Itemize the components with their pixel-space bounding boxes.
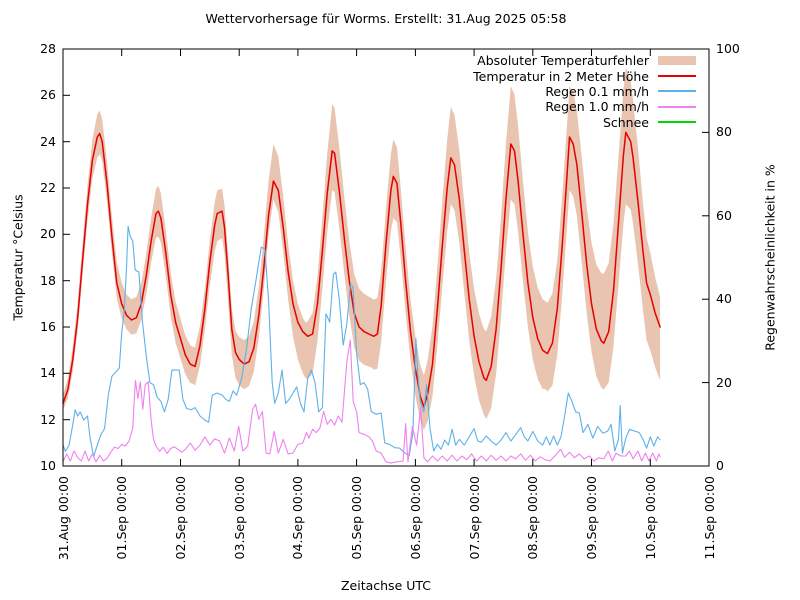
legend-item: Temperatur in 2 Meter Höhe xyxy=(473,68,696,84)
x-tick-label-text: 01.Sep 00:00 xyxy=(114,476,130,560)
plot-border xyxy=(62,48,710,467)
x-tick-label-text: 07.Sep 00:00 xyxy=(466,476,482,560)
legend-line-swatch xyxy=(658,105,696,108)
legend-item: Regen 1.0 mm/h xyxy=(473,99,696,114)
y-tick-label-left: 26 xyxy=(40,87,56,103)
legend-line-swatch xyxy=(658,121,696,124)
y-tick-label-left: 24 xyxy=(40,133,56,149)
legend-item: Regen 0.1 mm/h xyxy=(473,84,696,99)
y-tick-label-left: 20 xyxy=(40,226,56,242)
x-tick-label-text: 02.Sep 00:00 xyxy=(172,476,188,560)
legend-item-label: Temperatur in 2 Meter Höhe xyxy=(473,68,649,84)
x-tick-label-text: 10.Sep 00:00 xyxy=(642,476,658,560)
legend-item-label: Regen 0.1 mm/h xyxy=(545,83,649,99)
y-tick-label-left: 12 xyxy=(40,411,56,427)
y-tick-label-left: 16 xyxy=(40,319,56,334)
legend-item: Schnee xyxy=(473,115,696,130)
y-tick-label-right: 0 xyxy=(716,458,724,473)
y-tick-label-right: 60 xyxy=(716,207,732,223)
y-axis-label-right: Regenwahrscheinlichkeit in % xyxy=(762,164,778,351)
x-axis-label: Zeitachse UTC xyxy=(340,578,432,593)
legend-line-swatch xyxy=(658,75,696,78)
regen-0-1-mm-h-line xyxy=(62,225,661,458)
chart-title: Wettervorhersage für Worms. Erstellt: 31… xyxy=(205,11,567,26)
legend-item: Absoluter Temperaturfehler xyxy=(473,53,696,68)
legend-band-swatch xyxy=(658,56,696,66)
x-tick-label-text: 04.Sep 00:00 xyxy=(290,476,306,560)
y-tick-label-left: 10 xyxy=(40,458,56,473)
x-tick-label-text: 08.Sep 00:00 xyxy=(525,476,541,560)
temperature-error-band xyxy=(63,67,661,431)
x-tick-label-text: 09.Sep 00:00 xyxy=(584,476,600,560)
legend-item-label: Schnee xyxy=(602,114,649,130)
x-tick-label-text: 06.Sep 00:00 xyxy=(407,476,423,560)
y-tick-label-right: 100 xyxy=(716,41,740,56)
y-tick-label-left: 22 xyxy=(40,180,56,195)
y-tick-label-left: 14 xyxy=(40,365,56,381)
legend: Absoluter Temperaturfehler Temperatur in … xyxy=(473,53,696,130)
y-tick-label-right: 20 xyxy=(716,374,732,390)
x-tick-label-text: 03.Sep 00:00 xyxy=(231,476,247,560)
legend-line-swatch xyxy=(658,90,696,93)
temperatur-in-2-meter-h-he-line xyxy=(62,131,661,408)
y-tick-label-left: 28 xyxy=(40,41,56,56)
x-tick-label-text: 05.Sep 00:00 xyxy=(349,476,365,560)
y-tick-label-left: 18 xyxy=(40,272,56,288)
y-tick-label-right: 80 xyxy=(716,124,732,140)
legend-item-label: Absoluter Temperaturfehler xyxy=(477,53,649,69)
x-tick-label-text: 31.Aug 00:00 xyxy=(55,476,71,561)
y-axis-label-left: Temperatur °Celsius xyxy=(10,194,26,321)
x-tick-label-text: 11.Sep 00:00 xyxy=(701,476,717,560)
legend-item-label: Regen 1.0 mm/h xyxy=(545,99,649,115)
regen-1-0-mm-h-line xyxy=(62,339,661,464)
y-tick-label-right: 40 xyxy=(716,291,732,307)
